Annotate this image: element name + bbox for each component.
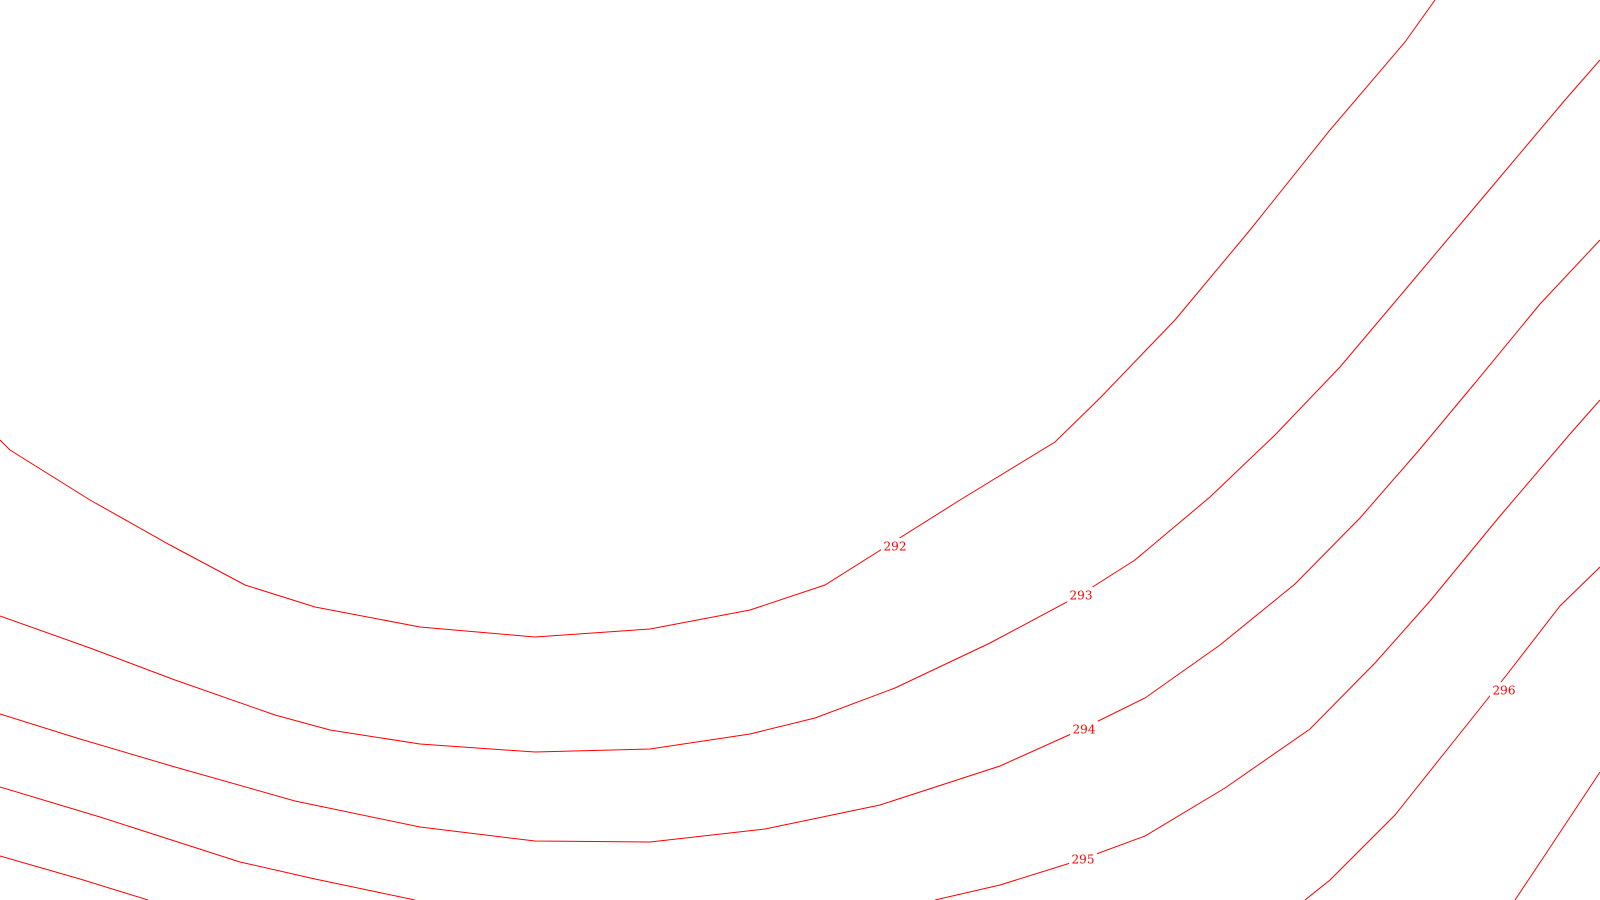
label-mask-295 — [1069, 851, 1097, 867]
contour-label-292: 292 — [884, 540, 907, 554]
label-mask-296 — [1490, 682, 1518, 698]
contour-label-296: 296 — [1493, 684, 1516, 698]
label-mask-293 — [1067, 587, 1095, 603]
contour-line-292 — [0, 0, 1436, 638]
contour-line-295b — [934, 399, 1600, 900]
contour-label-294: 294 — [1073, 723, 1096, 737]
contour-line-293 — [0, 59, 1600, 753]
contour-label-295: 295 — [1072, 853, 1095, 867]
contour-line-296 — [1304, 566, 1600, 900]
contour-line-297 — [1514, 771, 1600, 900]
contour-line-294 — [0, 239, 1600, 843]
contour-label-293: 293 — [1070, 589, 1093, 603]
contour-line-low-left — [0, 855, 149, 900]
contour-labels: 292 293 294 295 296 — [881, 538, 1518, 867]
label-mask-292 — [881, 538, 909, 554]
label-mask-294 — [1070, 721, 1098, 737]
contour-line-295 — [0, 786, 416, 900]
